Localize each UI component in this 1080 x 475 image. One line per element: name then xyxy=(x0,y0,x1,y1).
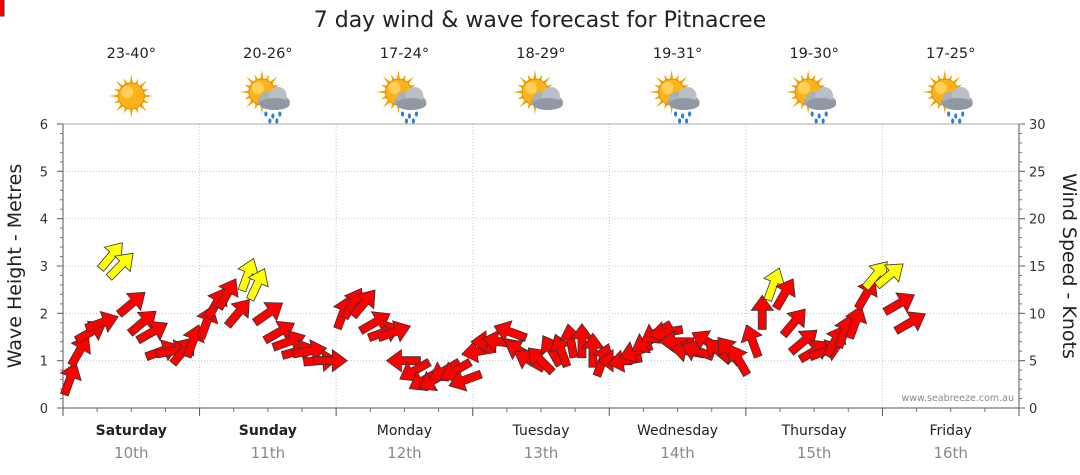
day-name-label: Friday xyxy=(929,423,971,439)
right-tick-label: 10 xyxy=(1029,307,1046,322)
sun-cloud-rain-icon xyxy=(376,70,427,124)
wind-arrow xyxy=(448,369,483,392)
day-name-label: Saturday xyxy=(96,423,167,439)
left-tick-label: 4 xyxy=(40,213,48,228)
sun-icon xyxy=(109,74,154,118)
day-date-label: 12th xyxy=(387,444,421,462)
sun-cloud-rain-icon xyxy=(786,70,837,124)
right-tick-label: 25 xyxy=(1029,165,1046,180)
wind-arrow xyxy=(844,305,868,340)
temperature-label: 17-24° xyxy=(380,46,429,62)
temperature-row: 23-40° 20-26° 17-24° 18-29° 19-31° 19-30° 17-2… xyxy=(107,46,976,62)
wind-arrow xyxy=(779,308,806,339)
day-name-label: Tuesday xyxy=(512,423,570,439)
right-axis-title: Wind Speed - Knots xyxy=(1058,173,1080,359)
wind-arrow xyxy=(0,0,5,17)
temperature-label: 19-31° xyxy=(653,46,702,62)
left-axis-title: Wave Height - Metres xyxy=(4,164,26,368)
wind-arrow xyxy=(376,320,412,343)
wind-arrow xyxy=(493,320,528,343)
wind-arrow xyxy=(246,268,269,302)
left-tick-label: 6 xyxy=(40,118,48,133)
right-tick-label: 0 xyxy=(1029,402,1037,417)
temperature-label: 17-25° xyxy=(926,46,975,62)
credit-text: www.seabreeze.com.au xyxy=(902,393,1015,404)
temperature-label: 23-40° xyxy=(107,46,156,62)
day-date-label: 11th xyxy=(251,444,285,462)
left-tick-label: 5 xyxy=(40,165,48,180)
wind-arrow xyxy=(214,278,239,311)
left-y-axis: 0 1 2 3 4 5 6 xyxy=(40,118,64,417)
right-y-axis: 0 5 10 15 20 25 30 xyxy=(1018,118,1046,417)
wind-arrow xyxy=(135,320,168,345)
left-tick-label: 0 xyxy=(40,402,48,417)
day-name-label: Wednesday xyxy=(637,423,718,439)
wind-arrow xyxy=(893,311,926,335)
sun-cloud-rain-icon xyxy=(649,70,700,124)
sun-cloud-rain-icon xyxy=(239,70,290,124)
day-name-label: Thursday xyxy=(781,423,847,439)
left-tick-label: 3 xyxy=(40,260,48,275)
wind-arrow xyxy=(385,348,421,373)
wind-arrow xyxy=(873,263,904,290)
wind-arrow xyxy=(727,344,752,378)
wind-arrow xyxy=(105,252,134,281)
wind-arrow xyxy=(312,348,348,373)
weather-icon-row xyxy=(109,70,973,124)
wind-arrow xyxy=(787,329,818,356)
day-name-label: Monday xyxy=(377,423,432,439)
chart-title: 7 day wind & wave forecast for Pitnacree xyxy=(314,8,767,33)
day-date-label: 10th xyxy=(114,444,148,462)
left-tick-label: 1 xyxy=(40,355,48,370)
wind-arrow xyxy=(882,292,915,316)
day-date-label: 15th xyxy=(797,444,831,462)
temperature-label: 18-29° xyxy=(516,46,565,62)
wind-arrow-series xyxy=(0,0,926,397)
right-tick-label: 5 xyxy=(1029,355,1037,370)
wind-arrow xyxy=(59,362,82,397)
sun-cloud-icon xyxy=(513,70,563,114)
wind-arrow xyxy=(115,291,146,318)
wind-arrow xyxy=(84,310,119,333)
wind-arrow xyxy=(740,324,763,359)
wind-arrow xyxy=(251,302,284,327)
right-tick-label: 15 xyxy=(1029,260,1046,275)
wind-arrow xyxy=(750,294,775,330)
right-tick-label: 20 xyxy=(1029,213,1046,228)
temperature-label: 20-26° xyxy=(243,46,292,62)
wind-arrow xyxy=(67,335,91,368)
right-tick-label: 30 xyxy=(1029,118,1046,133)
day-date-label: 14th xyxy=(660,444,694,462)
wind-arrow xyxy=(349,289,376,320)
x-axis-days: Saturday 10th Sunday 11th Monday 12th Tuesday 1… xyxy=(62,407,1020,462)
left-tick-label: 2 xyxy=(40,307,48,322)
temperature-label: 19-30° xyxy=(789,46,838,62)
wind-arrow xyxy=(772,278,796,311)
wind-arrow xyxy=(223,299,250,329)
sun-cloud-rain-icon xyxy=(922,70,973,124)
day-date-label: 16th xyxy=(933,444,967,462)
day-name-label: Sunday xyxy=(239,423,297,439)
day-date-label: 13th xyxy=(524,444,558,462)
